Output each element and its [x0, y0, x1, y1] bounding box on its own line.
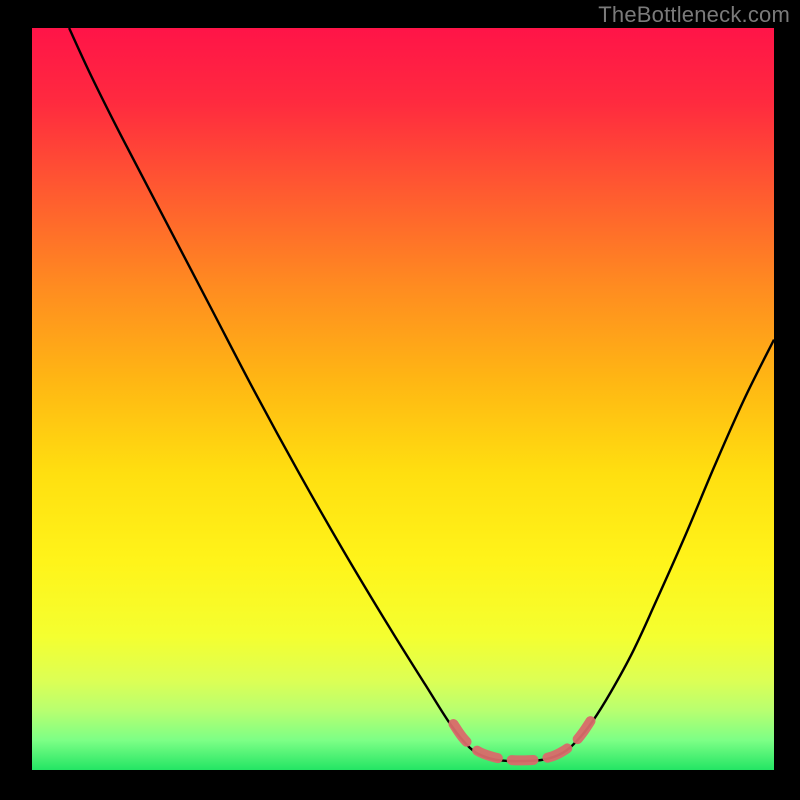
bottleneck-chart-container: TheBottleneck.com	[0, 0, 800, 800]
watermark-label: TheBottleneck.com	[598, 2, 790, 28]
plot-background	[32, 28, 774, 770]
bottleneck-curve-chart	[0, 0, 800, 800]
